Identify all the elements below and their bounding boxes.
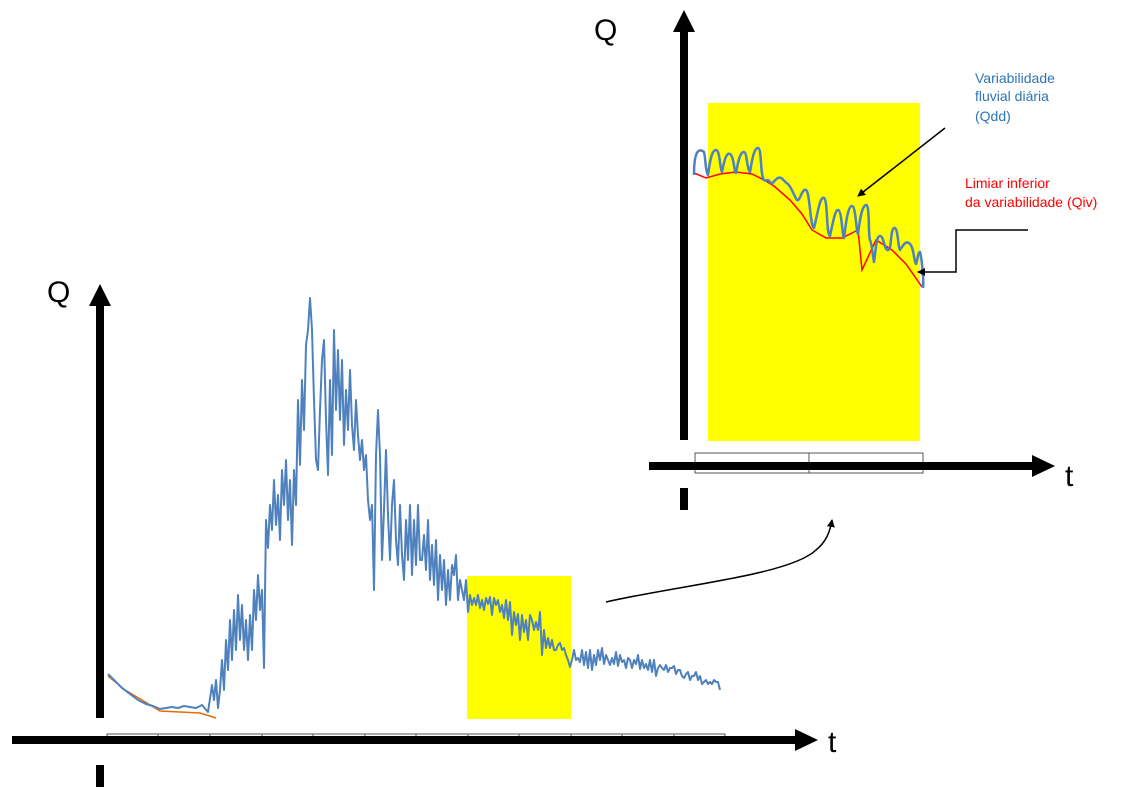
main-chart: Q t: [12, 276, 837, 787]
main-highlight-region: [467, 576, 571, 719]
inset-chart: Q t Variabilidade fluvial diária (Qdd) L…: [594, 10, 1097, 510]
inset-qiv-line: [693, 171, 923, 288]
main-y-axis-letter: Q: [47, 276, 70, 309]
qiv-label-line-2: da variabilidade (Qiv): [965, 194, 1097, 210]
zoom-connector-arrow: [605, 519, 835, 603]
main-y-axis-arrowhead: [89, 284, 111, 306]
main-x-axis-letter: t: [828, 726, 837, 759]
main-baseline-line: [107, 675, 217, 719]
qiv-label-line-1: Limiar inferior: [965, 175, 1050, 191]
inset-qdd-line: [692, 146, 925, 289]
qdd-label-line-2: fluvial diária: [975, 88, 1049, 104]
qdd-annotation-arrow: [857, 127, 946, 197]
inset-y-axis-letter: Q: [594, 14, 617, 47]
inset-x-axis-arrowhead: [1032, 455, 1055, 477]
inset-highlight-region: [708, 103, 920, 441]
inset-x-axis-letter: t: [1065, 460, 1074, 493]
inset-y-axis-arrowhead: [673, 10, 695, 32]
qdd-label-line-3: (Qdd): [975, 108, 1011, 124]
qdd-annotation-label: Variabilidade fluvial diária (Qdd): [975, 70, 1055, 124]
main-x-axis-arrowhead: [795, 729, 818, 751]
qiv-annotation-label: Limiar inferior da variabilidade (Qiv): [965, 175, 1097, 210]
qdd-label-line-1: Variabilidade: [975, 70, 1055, 86]
main-discharge-line: [107, 297, 721, 713]
qiv-annotation-arrow: [917, 229, 1028, 276]
